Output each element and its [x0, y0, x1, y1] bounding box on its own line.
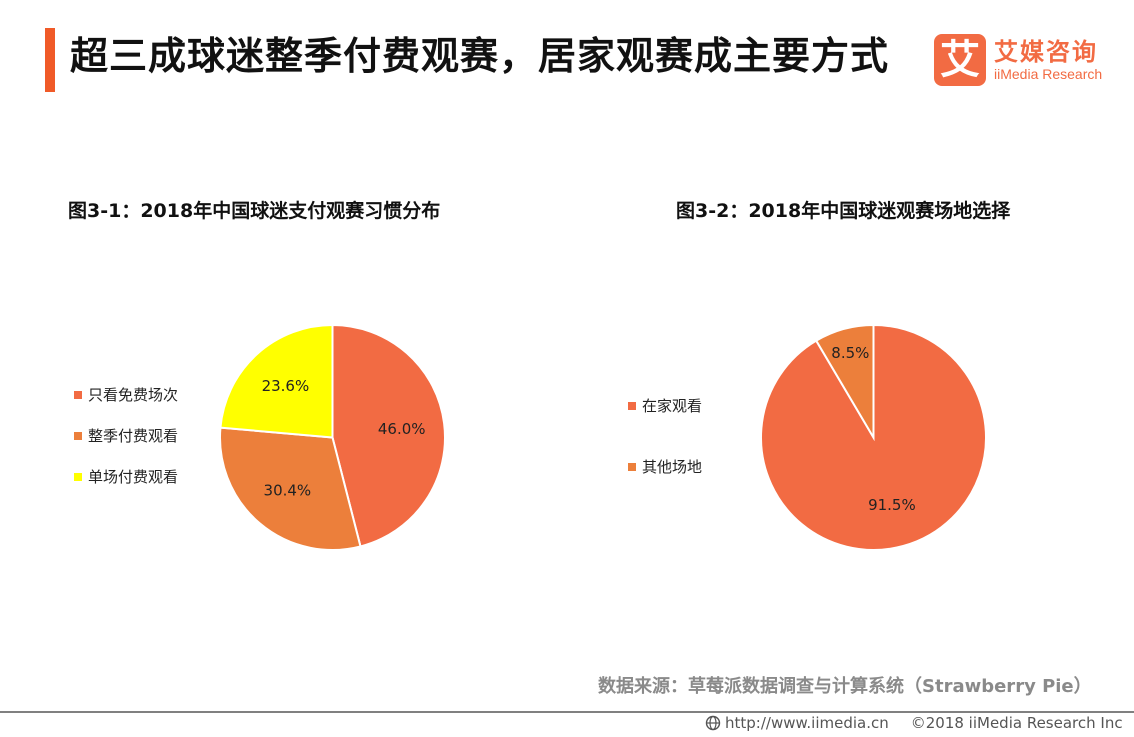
- title-accent-bar: [45, 28, 55, 92]
- legend-label: 整季付费观看: [88, 427, 179, 445]
- iimedia-logo: 艾 艾媒咨询 iiMedia Research: [930, 32, 1120, 88]
- logo-mark-icon: 艾: [934, 34, 986, 86]
- pie-slice-label: 8.5%: [831, 344, 869, 362]
- legend-swatch: [628, 462, 636, 471]
- footer-divider: [0, 711, 1134, 713]
- page-title: 超三成球迷整季付费观赛，居家观赛成主要方式: [70, 34, 890, 78]
- legend-label: 只看免费场次: [88, 386, 179, 404]
- legend-label: 在家观看: [642, 397, 703, 415]
- legend-label: 单场付费观看: [88, 468, 179, 486]
- legend-swatch: [74, 431, 82, 440]
- legend-item: 只看免费场次: [74, 384, 178, 405]
- chart-2-pie: 91.5% 8.5%: [760, 323, 987, 551]
- legend-item: 其他场地: [628, 456, 702, 477]
- chart-2-title: 图3-2：2018年中国球迷观赛场地选择: [676, 200, 1011, 222]
- legend-item: 在家观看: [628, 395, 702, 416]
- chart-1-title: 图3-1：2018年中国球迷支付观赛习惯分布: [68, 200, 441, 222]
- legend-item: 单场付费观看: [74, 466, 178, 487]
- pie-slice: [331, 323, 446, 548]
- legend-swatch: [74, 390, 82, 399]
- pie-slice: [219, 426, 362, 551]
- pie-slice: [814, 323, 875, 442]
- footer-copyright: ©2018 iiMedia Research Inc: [910, 714, 1123, 732]
- pie-slice-label: 91.5%: [868, 496, 916, 514]
- legend-label: 其他场地: [642, 458, 703, 476]
- data-source-note: 数据来源：草莓派数据调查与计算系统（Strawberry Pie）: [598, 676, 1092, 697]
- legend-swatch: [628, 401, 636, 410]
- logo-name-en: iiMedia Research: [994, 66, 1103, 82]
- pie-slice: [219, 323, 334, 439]
- chart-1-pie: 46.0% 30.4% 23.6%: [219, 323, 446, 551]
- footer-url-link[interactable]: http://www.iimedia.cn: [725, 714, 889, 732]
- footer: http://www.iimedia.cn ©2018 iiMedia Rese…: [705, 714, 1123, 732]
- globe-icon: [705, 715, 721, 731]
- pie-slice-label: 23.6%: [262, 377, 310, 395]
- pie-slice-label: 30.4%: [264, 482, 312, 500]
- logo-name-cn: 艾媒咨询: [994, 38, 1098, 66]
- legend-swatch: [74, 472, 82, 481]
- legend-item: 整季付费观看: [74, 425, 178, 446]
- pie-slice-label: 46.0%: [378, 420, 426, 438]
